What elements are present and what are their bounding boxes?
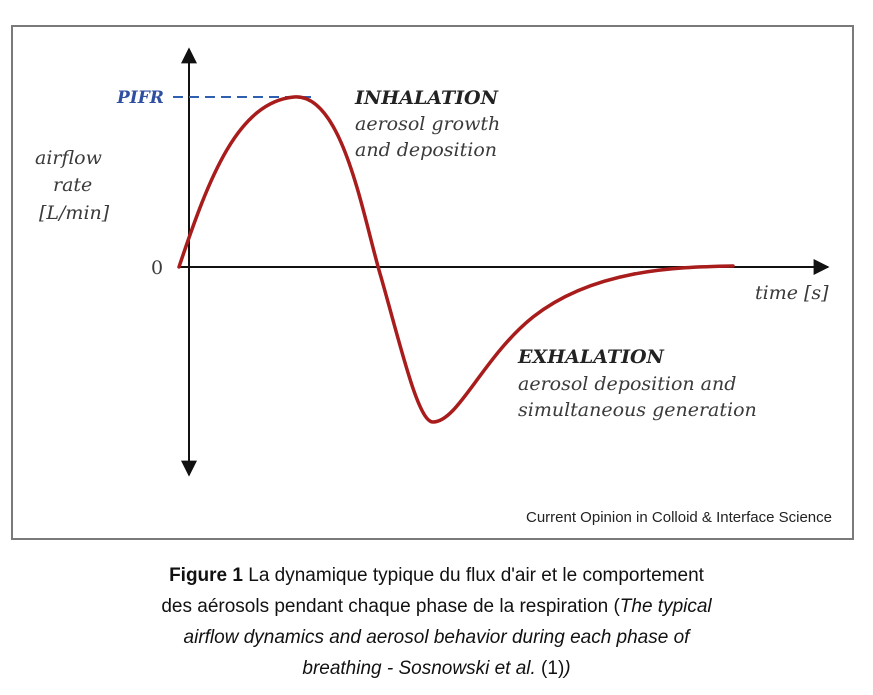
exhalation-desc-line1: aerosol deposition and xyxy=(518,373,737,395)
exhalation-desc-line2: simultaneous generation xyxy=(518,399,757,421)
caption-fr-line1: La dynamique typique du flux d'air et le… xyxy=(242,565,704,586)
caption-en-line4: breathing - Sosnowski et al. xyxy=(302,658,536,679)
y-axis-label-line1: airflow xyxy=(35,147,102,169)
inhalation-desc-line2: and deposition xyxy=(355,139,497,161)
zero-label: 0 xyxy=(151,257,164,279)
caption-ref: (1) xyxy=(535,658,565,679)
pifr-label: PIFR xyxy=(117,88,164,108)
inhalation-title: INHALATION xyxy=(355,87,498,109)
caption-figure-label: Figure 1 xyxy=(169,565,243,586)
airflow-curve xyxy=(177,95,735,424)
exhalation-title: EXHALATION xyxy=(518,346,664,368)
caption-line-1: Figure 1 La dynamique typique du flux d'… xyxy=(0,560,873,591)
y-axis-label-line2: rate xyxy=(53,174,93,196)
caption-en-line3: airflow dynamics and aerosol behavior du… xyxy=(183,627,690,648)
figure-caption: Figure 1 La dynamique typique du flux d'… xyxy=(0,560,873,684)
caption-line-2: des aérosols pendant chaque phase de la … xyxy=(0,591,873,622)
inhalation-desc-line1: aerosol growth xyxy=(355,113,501,135)
caption-fr-line2: des aérosols pendant chaque phase de la … xyxy=(161,596,620,617)
x-axis-label: time [s] xyxy=(755,282,829,304)
figure-frame: PIFR airflow rate [L/min] 0 time [s] INH… xyxy=(11,25,854,540)
y-axis-label-line3: [L/min] xyxy=(39,202,110,224)
source-credit: Current Opinion in Colloid & Interface S… xyxy=(526,509,832,526)
caption-line-4: breathing - Sosnowski et al. (1)) xyxy=(0,653,873,684)
caption-close: ) xyxy=(564,658,571,679)
airflow-diagram xyxy=(173,47,830,477)
caption-en-part1: The typical xyxy=(619,596,712,617)
